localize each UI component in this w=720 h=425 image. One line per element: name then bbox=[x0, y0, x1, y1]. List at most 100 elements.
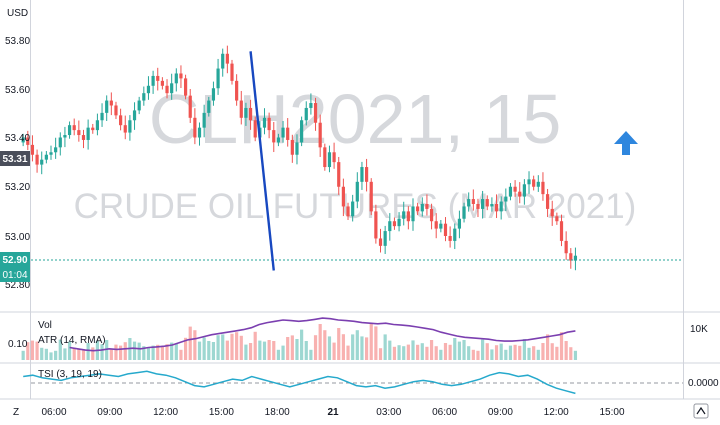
settings-icon[interactable] bbox=[693, 403, 709, 419]
volume-bar bbox=[518, 345, 522, 360]
timezone-icon[interactable]: Z bbox=[13, 407, 19, 418]
candle-body bbox=[100, 112, 104, 121]
candle-body bbox=[402, 211, 406, 219]
candle-body bbox=[105, 100, 109, 113]
candle-body bbox=[378, 238, 383, 246]
volume-bar bbox=[411, 340, 415, 360]
candle-body bbox=[332, 152, 336, 163]
candle-body bbox=[513, 186, 517, 192]
candle-body bbox=[290, 139, 294, 155]
candle-body bbox=[416, 206, 420, 212]
candle-body bbox=[262, 117, 267, 128]
tsi-pane-legend: TSI (3, 19, 19) 0.0000 bbox=[38, 369, 719, 389]
volume-bar bbox=[235, 332, 239, 360]
candlestick-series bbox=[21, 45, 578, 271]
up-arrow-icon[interactable] bbox=[614, 131, 638, 155]
candle-body bbox=[95, 120, 100, 131]
candle-body bbox=[341, 186, 345, 207]
volume-bar bbox=[351, 334, 355, 360]
volume-bar bbox=[216, 335, 220, 360]
atr-axis-value: 0.10 bbox=[8, 339, 28, 350]
volume-bar bbox=[267, 340, 271, 360]
candle-body bbox=[132, 110, 137, 121]
candle-body bbox=[453, 228, 457, 241]
volume-bar bbox=[142, 346, 146, 360]
volume-bar bbox=[508, 345, 513, 360]
candle-body bbox=[156, 75, 160, 81]
volume-bar bbox=[123, 342, 127, 360]
volume-bar bbox=[453, 338, 457, 360]
volume-bar bbox=[397, 345, 401, 360]
candle-body bbox=[123, 125, 127, 133]
candle-body bbox=[490, 203, 494, 207]
candle-body bbox=[248, 107, 253, 121]
currency-label: USD bbox=[7, 8, 28, 19]
candle-body bbox=[230, 63, 234, 81]
price-tick: 53.20 bbox=[5, 182, 30, 193]
volume-bar bbox=[341, 334, 345, 360]
volume-pane-legend: Vol ATR (14, RMA) 0.10 10K bbox=[8, 320, 708, 350]
candle-body bbox=[146, 85, 151, 94]
candle-body bbox=[77, 130, 81, 136]
time-tick: 15:00 bbox=[599, 407, 624, 418]
candle-body bbox=[211, 88, 216, 101]
volume-bar bbox=[406, 344, 410, 360]
volume-bar bbox=[100, 344, 104, 360]
tsi-line bbox=[23, 370, 576, 395]
volume-bar bbox=[532, 346, 536, 360]
candle-body bbox=[179, 73, 183, 79]
candle-body bbox=[235, 80, 239, 101]
volume-bar bbox=[467, 346, 471, 360]
candle-body bbox=[522, 184, 526, 197]
volume-bar bbox=[485, 343, 489, 360]
candle-body bbox=[225, 53, 229, 64]
current-price-badge: 53.31 bbox=[0, 151, 30, 166]
candle-body bbox=[457, 218, 462, 229]
time-tick: 21 bbox=[327, 407, 339, 418]
candle-body bbox=[304, 107, 308, 121]
volume-bar bbox=[481, 339, 485, 360]
volume-bar bbox=[281, 345, 285, 360]
candle-body bbox=[559, 221, 564, 241]
volume-bar bbox=[248, 343, 253, 360]
volume-bar bbox=[21, 350, 25, 360]
volume-bar bbox=[295, 339, 299, 360]
volume-bar bbox=[346, 345, 350, 360]
candle-body bbox=[476, 203, 480, 209]
candle-body bbox=[406, 211, 410, 222]
volume-bar bbox=[165, 344, 169, 360]
volume-bar bbox=[309, 349, 313, 360]
bar-countdown: 01:04 bbox=[2, 270, 27, 281]
candle-body bbox=[360, 167, 364, 182]
volume-bar bbox=[434, 346, 438, 360]
time-axis[interactable]: Z 06:00 09:00 12:00 15:00 18:00 21 03:00 06:00 0… bbox=[13, 407, 625, 418]
volume-bar bbox=[536, 349, 540, 360]
candle-body bbox=[216, 68, 220, 89]
volume-bar bbox=[211, 342, 216, 360]
volume-bar bbox=[86, 343, 90, 360]
candle-body bbox=[448, 236, 452, 241]
volume-bar bbox=[239, 335, 243, 360]
candle-body bbox=[392, 221, 397, 227]
volume-bar bbox=[225, 340, 229, 360]
candle-body bbox=[569, 253, 573, 261]
candle-body bbox=[40, 159, 44, 165]
candle-body bbox=[197, 127, 202, 138]
volume-bar bbox=[522, 339, 526, 360]
volume-bar bbox=[114, 344, 118, 360]
volume-bars bbox=[21, 322, 578, 360]
trendline[interactable] bbox=[249, 51, 275, 271]
price-tick: 53.80 bbox=[5, 36, 30, 47]
candle-body bbox=[160, 80, 164, 86]
candle-body bbox=[26, 137, 30, 145]
candle-body bbox=[388, 221, 392, 232]
candle-body bbox=[221, 53, 225, 69]
candle-body bbox=[137, 100, 141, 111]
candle-body bbox=[54, 147, 58, 153]
volume-bar bbox=[564, 341, 568, 360]
price-tick: 53.00 bbox=[5, 232, 30, 243]
volume-bar bbox=[383, 334, 387, 360]
volume-bar bbox=[81, 349, 86, 360]
price-axis[interactable]: USD 53.80 53.60 53.40 53.20 53.00 52.80 bbox=[5, 8, 30, 291]
